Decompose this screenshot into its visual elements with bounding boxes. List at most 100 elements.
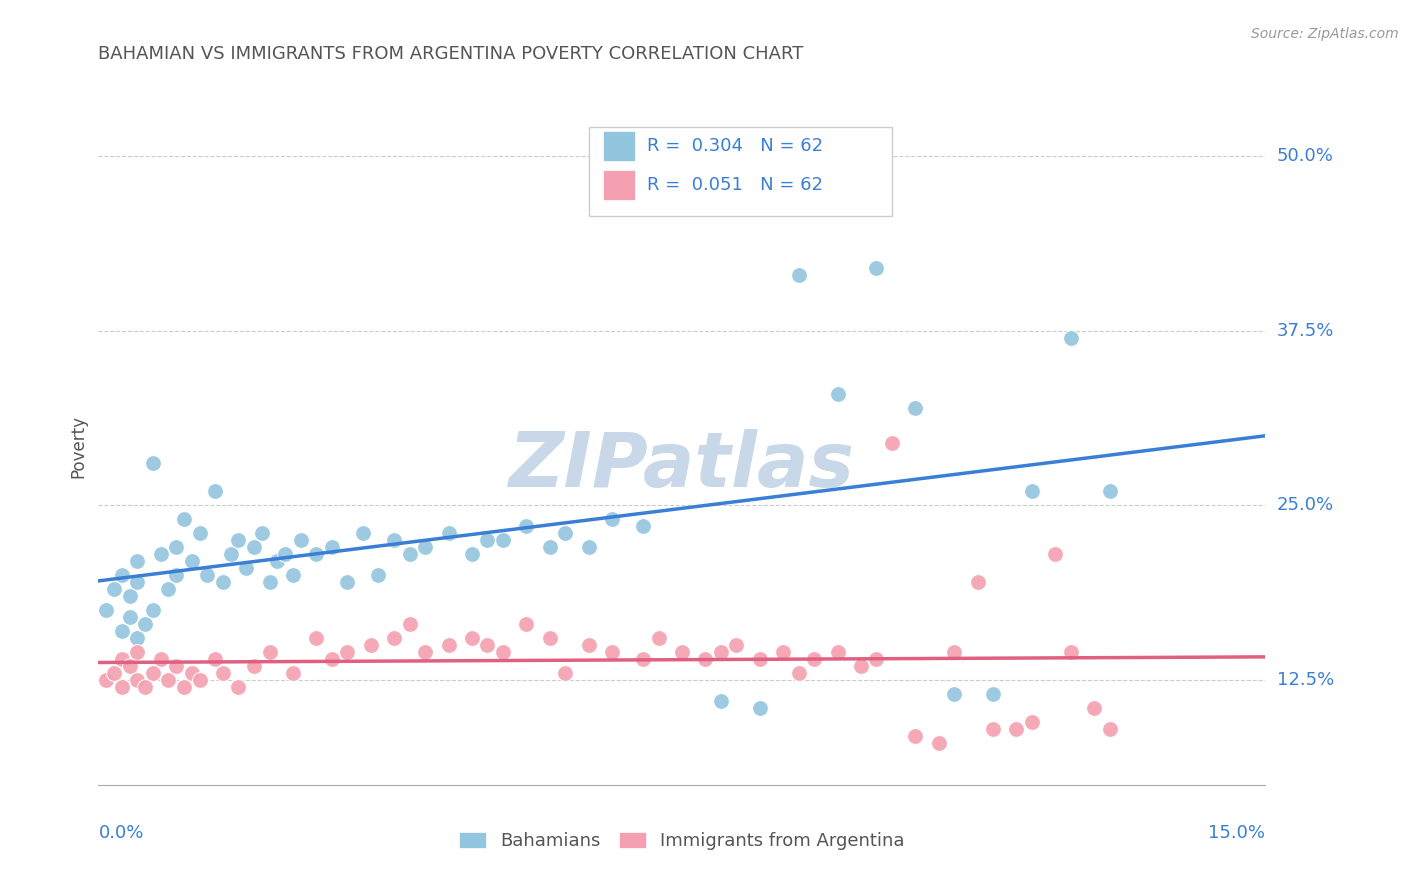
Point [554,526,576,541]
Point [554,666,576,681]
Text: ZIPatlas: ZIPatlas [509,429,855,503]
Point [103,666,125,681]
Point [647,631,669,645]
Point [118,659,141,673]
Point [578,541,600,555]
Point [398,547,420,561]
Point [173,680,195,694]
Point [1098,484,1121,499]
Point [880,435,903,450]
Point [1060,645,1083,659]
Text: R =  0.051   N = 62: R = 0.051 N = 62 [647,176,823,194]
FancyBboxPatch shape [589,128,891,216]
Text: Source: ZipAtlas.com: Source: ZipAtlas.com [1251,27,1399,41]
Point [578,638,600,652]
Point [631,652,654,666]
Text: R =  0.304   N = 62: R = 0.304 N = 62 [647,137,823,155]
Point [492,645,515,659]
Point [195,568,218,582]
Point [787,268,810,282]
Point [1021,714,1043,729]
Point [127,631,149,645]
Point [538,631,561,645]
Point [336,575,359,590]
Point [142,603,165,617]
Point [748,701,770,715]
Point [111,624,134,639]
Point [127,673,149,687]
Point [631,519,654,533]
Point [904,401,927,415]
Point [695,652,717,666]
Point [235,561,257,575]
Point [165,541,187,555]
Point [165,568,187,582]
Point [725,638,748,652]
Point [173,512,195,526]
Y-axis label: Poverty: Poverty [69,415,87,477]
Point [305,631,328,645]
Point [290,533,312,548]
Point [118,610,141,624]
Point [477,638,499,652]
Point [600,512,623,526]
Point [382,631,405,645]
Point [243,659,266,673]
Point [352,526,374,541]
Point [103,582,125,597]
Point [212,666,235,681]
Point [367,568,389,582]
Point [111,680,134,694]
Point [600,645,623,659]
Point [966,575,988,590]
Point [1021,484,1043,499]
Point [111,568,134,582]
Point [413,541,436,555]
Point [305,547,328,561]
Point [321,541,343,555]
Point [111,652,134,666]
Point [1098,722,1121,736]
Point [281,666,304,681]
Point [142,457,165,471]
Text: 0.0%: 0.0% [98,824,143,842]
Point [157,673,180,687]
Point [671,177,693,191]
Point [180,554,202,568]
Point [281,568,304,582]
Point [219,547,242,561]
Point [943,645,966,659]
Text: 15.0%: 15.0% [1208,824,1265,842]
Point [228,533,250,548]
Point [127,645,149,659]
Point [204,652,226,666]
Point [188,526,211,541]
Point [538,541,561,555]
Point [259,575,281,590]
Point [149,547,172,561]
Point [515,617,537,632]
Point [118,589,141,603]
Point [266,554,288,568]
Point [477,533,499,548]
Point [149,652,172,666]
Point [943,687,966,701]
Point [928,736,950,750]
Point [865,652,887,666]
Point [336,645,359,659]
Point [827,645,849,659]
Point [827,386,849,401]
Text: BAHAMIAN VS IMMIGRANTS FROM ARGENTINA POVERTY CORRELATION CHART: BAHAMIAN VS IMMIGRANTS FROM ARGENTINA PO… [98,45,804,62]
Point [165,659,187,673]
Text: 37.5%: 37.5% [1277,322,1334,340]
Text: 12.5%: 12.5% [1277,671,1334,690]
Point [437,638,460,652]
Point [710,694,733,708]
Point [127,575,149,590]
Point [228,680,250,694]
Point [748,652,770,666]
Point [904,729,927,743]
Point [204,484,226,499]
Point [96,603,118,617]
Point [243,541,266,555]
